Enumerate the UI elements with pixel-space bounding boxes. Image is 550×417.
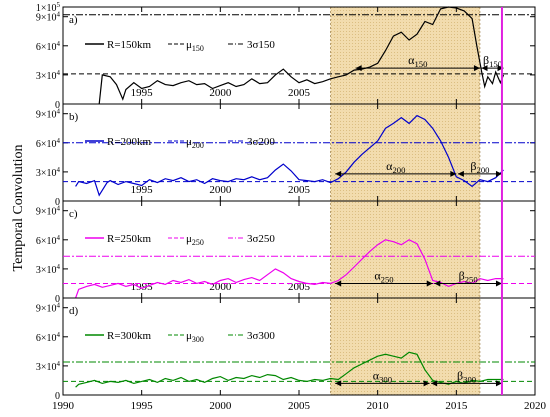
beta-arrow-head-right [495, 170, 502, 177]
alpha-arrow-head-left [335, 380, 342, 387]
beta-arrow-label: β150 [483, 53, 502, 69]
alpha-arrow-head-left [355, 65, 362, 72]
y-tick-label: 0 [55, 100, 60, 111]
legend-mean-label: μ300 [186, 330, 204, 344]
series-line [75, 239, 504, 299]
legend-sigma-label: 3σ300 [247, 330, 275, 342]
series-line [98, 6, 505, 105]
x-axis-tick-label: 2020 [524, 400, 547, 412]
alpha-arrow-head-left [335, 170, 342, 177]
y-tick-label: 0 [55, 197, 60, 208]
alpha-arrow-head-right [426, 280, 433, 287]
beta-arrow-head-left [431, 380, 438, 387]
x-tick-label: 2000 [209, 184, 232, 196]
legend-sigma-label: 3σ200 [247, 136, 275, 148]
legend-mean-label: μ150 [186, 39, 204, 53]
legend-series-label: R=300km [107, 330, 152, 342]
x-tick-label: 2005 [288, 184, 311, 196]
legend-mean-label: μ250 [186, 233, 204, 247]
x-tick-label: 1995 [131, 281, 154, 293]
x-axis-tick-label: 1995 [131, 400, 154, 412]
y-tick-label: 6×104 [36, 40, 61, 53]
x-axis-tick-label: 2000 [209, 400, 232, 412]
alpha-arrow-head-right [423, 380, 430, 387]
y-tick-label: 9×104 [36, 11, 61, 24]
y-tick-label: 9×104 [36, 108, 61, 121]
y-tick-label: 6×104 [36, 137, 61, 150]
legend-series-label: R=150km [107, 39, 152, 51]
beta-arrow-label: β200 [470, 159, 489, 175]
y-tick-label: 1×105 [36, 1, 61, 14]
beta-arrow-head-left [434, 280, 441, 287]
alpha-arrow-label: α150 [408, 53, 427, 69]
beta-arrow-head-left [481, 65, 488, 72]
x-tick-label: 2000 [209, 87, 232, 99]
x-axis-tick-label: 1990 [52, 400, 75, 412]
beta-arrow-head-right [497, 65, 504, 72]
alpha-arrow-label: α200 [386, 159, 405, 175]
alpha-arrow-head-left [335, 280, 342, 287]
x-axis-tick-label: 2010 [367, 400, 390, 412]
y-tick-label: 6×104 [36, 234, 61, 247]
y-tick-label: 6×104 [36, 331, 61, 344]
panel-4: 0 3×104 6×104 9×104 α300 β300 d) R=300km μ300 3σ3… [36, 297, 536, 402]
x-axis-tick-label: 2005 [288, 400, 311, 412]
y-tick-label: 3×104 [36, 360, 61, 373]
beta-arrow-head-right [495, 380, 502, 387]
panel-tag: b) [69, 111, 79, 123]
legend: R=150km μ150 3σ150 [85, 39, 275, 53]
y-tick-label: 0 [55, 391, 60, 402]
x-tick-label: 2005 [288, 87, 311, 99]
legend-sigma-label: 3σ150 [247, 39, 275, 51]
panel-tag: d) [69, 305, 79, 317]
x-axis-tick-label: 2015 [445, 400, 468, 412]
alpha-arrow-head-right [450, 170, 457, 177]
y-tick-label: 0 [55, 294, 60, 305]
panel-3: 0 3×104 6×104 9×104 1995 2000 2005 α250 β250 c) R=… [36, 200, 536, 305]
y-tick-label: 9×104 [36, 302, 61, 315]
legend: R=250km μ250 3σ250 [85, 233, 275, 247]
beta-arrow-head-right [495, 280, 502, 287]
x-axis: 1990 1995 2000 2005 2010 2015 2020 [52, 400, 547, 412]
alpha-arrow-label: α250 [374, 268, 393, 284]
y-tick-label: 3×104 [36, 166, 61, 179]
y-tick-label: 3×104 [36, 263, 61, 276]
legend-series-label: R=200km [107, 136, 152, 148]
legend-sigma-label: 3σ250 [247, 233, 275, 245]
beta-arrow-head-left [457, 170, 464, 177]
legend: R=300km μ300 3σ300 [85, 330, 275, 344]
alpha-arrow-label: α300 [373, 368, 392, 384]
series-line [75, 351, 504, 388]
series-line [75, 114, 504, 197]
panel-tag: a) [69, 14, 78, 26]
legend: R=200km μ200 3σ200 [85, 136, 275, 150]
x-tick-label: 1995 [131, 87, 154, 99]
x-tick-label: 2005 [288, 281, 311, 293]
x-tick-label: 2000 [209, 281, 232, 293]
beta-arrow-label: β300 [457, 368, 476, 384]
legend-series-label: R=250km [107, 233, 152, 245]
alpha-arrow-head-right [473, 65, 480, 72]
y-tick-label: 9×104 [36, 205, 61, 218]
beta-arrow-label: β250 [459, 268, 478, 284]
panel-tag: c) [69, 208, 78, 220]
y-axis-label: Temporal Convolution [11, 145, 26, 272]
y-tick-label: 3×104 [36, 69, 61, 82]
x-tick-label: 1995 [131, 184, 154, 196]
legend-mean-label: μ200 [186, 136, 204, 150]
